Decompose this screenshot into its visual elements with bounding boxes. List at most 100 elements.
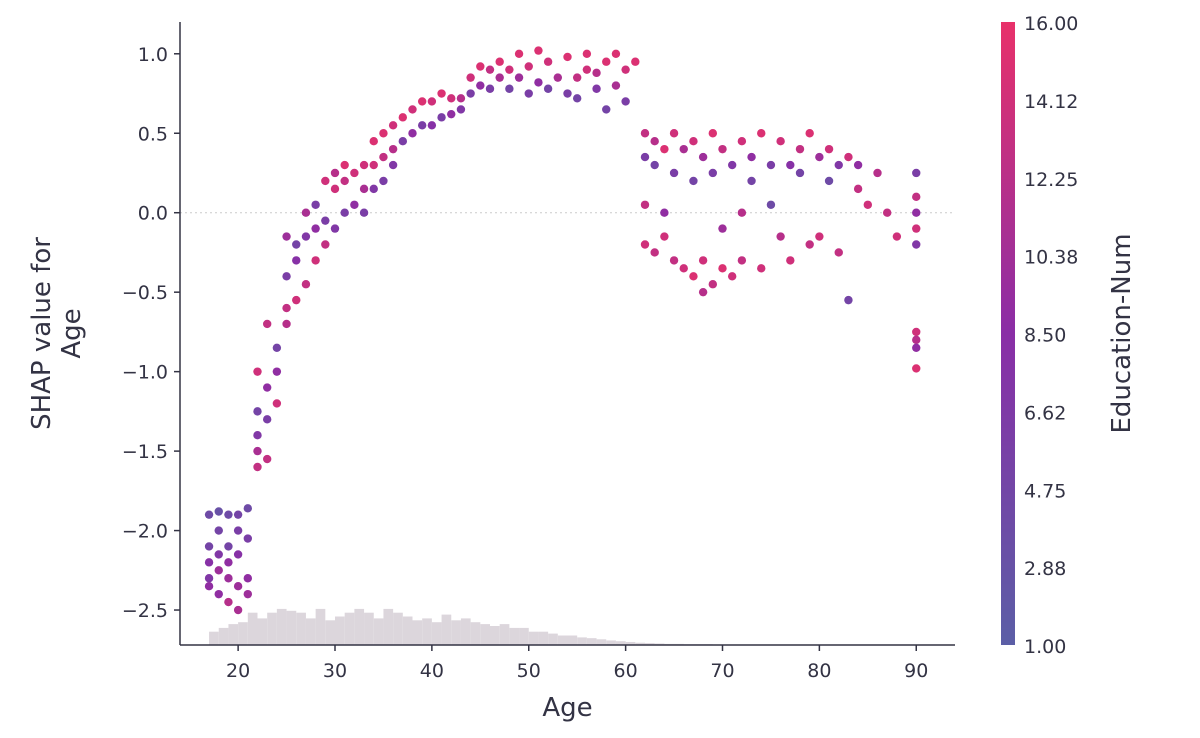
scatter-point — [796, 145, 804, 153]
histogram-bar — [277, 609, 287, 645]
scatter-point — [418, 121, 426, 129]
scatter-point — [718, 145, 726, 153]
scatter-point — [525, 89, 533, 97]
histogram-bar — [228, 624, 238, 645]
y-tick-label: −0.5 — [122, 282, 168, 304]
scatter-point — [273, 344, 281, 352]
scatter-point — [457, 105, 465, 113]
scatter-point — [476, 81, 484, 89]
scatter-point — [602, 105, 610, 113]
scatter-point — [554, 73, 562, 81]
histogram-bar — [219, 628, 229, 645]
scatter-point — [805, 129, 813, 137]
histogram-bar — [480, 624, 490, 645]
colorbar-tick-label: 14.12 — [1024, 91, 1078, 113]
scatter-point — [776, 137, 784, 145]
scatter-point — [340, 209, 348, 217]
histogram-bar — [383, 609, 393, 645]
histogram-bar — [316, 609, 326, 645]
histogram-bar — [403, 617, 413, 646]
histogram-bar — [538, 632, 548, 645]
scatter-point — [486, 85, 494, 93]
scatter-points — [205, 46, 921, 614]
scatter-point — [302, 232, 310, 240]
scatter-point — [234, 510, 242, 518]
scatter-point — [224, 542, 232, 550]
scatter-point — [331, 169, 339, 177]
histogram-bar — [558, 636, 568, 646]
scatter-point — [893, 232, 901, 240]
colorbar-tick-label: 16.00 — [1024, 13, 1078, 35]
scatter-point — [253, 431, 261, 439]
scatter-point — [292, 296, 300, 304]
histogram-bar — [451, 620, 461, 645]
scatter-point — [447, 110, 455, 118]
scatter-point — [486, 65, 494, 73]
histogram-bar — [577, 637, 587, 645]
scatter-point — [563, 89, 571, 97]
scatter-point — [399, 137, 407, 145]
x-tick-label: 40 — [420, 660, 444, 682]
scatter-point — [573, 94, 581, 102]
y-tick-label: 0.5 — [138, 123, 168, 145]
scatter-point — [912, 193, 920, 201]
colorbar-tick-label: 6.62 — [1024, 403, 1066, 425]
scatter-point — [718, 264, 726, 272]
scatter-point — [360, 209, 368, 217]
scatter-point — [263, 383, 271, 391]
scatter-point — [912, 344, 920, 352]
scatter-point — [466, 89, 474, 97]
scatter-point — [234, 606, 242, 614]
scatter-point — [408, 129, 416, 137]
scatter-point — [244, 574, 252, 582]
y-axis-label-line2: Age — [57, 308, 87, 358]
scatter-point — [641, 129, 649, 137]
scatter-point — [311, 224, 319, 232]
scatter-point — [815, 153, 823, 161]
scatter-point — [476, 62, 484, 70]
scatter-point — [805, 240, 813, 248]
scatter-point — [631, 58, 639, 66]
scatter-point — [757, 264, 765, 272]
scatter-point — [689, 137, 697, 145]
scatter-point — [592, 69, 600, 77]
scatter-point — [767, 161, 775, 169]
scatter-point — [379, 177, 387, 185]
scatter-point — [224, 574, 232, 582]
histogram-bar — [287, 611, 297, 645]
scatter-point — [205, 574, 213, 582]
scatter-point — [205, 542, 213, 550]
scatter-point — [244, 534, 252, 542]
scatter-point — [340, 161, 348, 169]
y-tick-label: 1.0 — [138, 44, 168, 66]
scatter-point — [660, 232, 668, 240]
scatter-point — [544, 58, 552, 66]
scatter-point — [437, 113, 445, 121]
scatter-point — [311, 256, 319, 264]
scatter-point — [660, 209, 668, 217]
colorbar-label: Education-Num — [1107, 233, 1137, 433]
scatter-point — [321, 177, 329, 185]
scatter-point — [244, 590, 252, 598]
x-tick-label: 90 — [904, 660, 928, 682]
histogram-bar — [568, 636, 578, 646]
scatter-point — [835, 161, 843, 169]
scatter-point — [311, 201, 319, 209]
histogram-bar — [238, 622, 248, 645]
scatter-point — [738, 209, 746, 217]
scatter-point — [437, 89, 445, 97]
scatter-point — [592, 85, 600, 93]
scatter-point — [583, 65, 591, 73]
histogram-bar — [597, 639, 607, 645]
scatter-point — [350, 201, 358, 209]
scatter-point — [282, 272, 290, 280]
x-tick-label: 20 — [226, 660, 250, 682]
histogram-bar — [248, 613, 258, 645]
histogram-bar — [413, 620, 423, 645]
scatter-point — [389, 145, 397, 153]
scatter-point — [215, 550, 223, 558]
scatter-point — [854, 161, 862, 169]
